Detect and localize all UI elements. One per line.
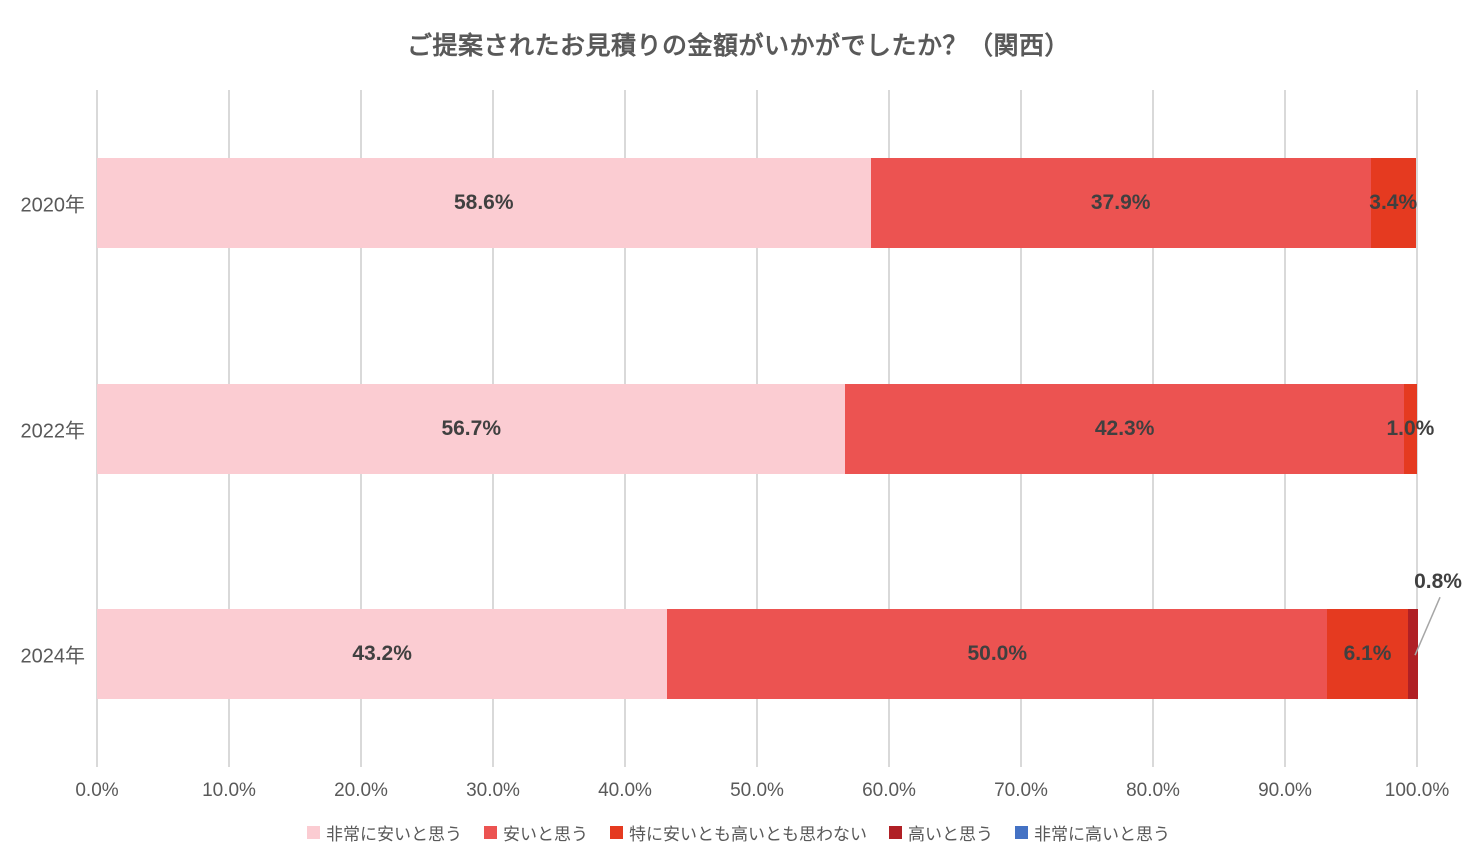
category-label: 2022年 [20, 420, 86, 442]
legend-color-swatch-icon [484, 826, 497, 839]
callout-leader-line [1414, 596, 1441, 656]
data-label: 3.4% [1369, 190, 1418, 214]
x-tick-label: 90.0% [1258, 780, 1312, 801]
legend-item: 非常に安いと思う [307, 820, 462, 845]
bar-segment [97, 609, 668, 700]
x-tick-label: 80.0% [1126, 780, 1180, 801]
legend-color-swatch-icon [307, 826, 320, 839]
bar-segment [1407, 609, 1419, 700]
legend-color-swatch-icon [1015, 826, 1028, 839]
bar-segment [1370, 157, 1416, 248]
bar-segment [1403, 383, 1417, 474]
legend-item: 特に安いとも高いとも思わない [610, 820, 867, 845]
x-tick-label: 30.0% [466, 780, 520, 801]
x-tick-label: 60.0% [862, 780, 916, 801]
data-label: 6.1% [1343, 642, 1392, 666]
data-label: 56.7% [441, 416, 501, 440]
data-label: 42.3% [1094, 416, 1155, 440]
x-tick-label: 100.0% [1384, 780, 1450, 801]
legend-label: 非常に高いと思う [1034, 825, 1170, 844]
bar-segment [845, 383, 1404, 474]
bar-segment [1327, 609, 1408, 700]
gridline [1416, 90, 1418, 767]
data-label: 58.6% [453, 190, 514, 214]
x-tick-label: 0.0% [75, 780, 119, 801]
x-tick-label: 10.0% [202, 780, 256, 801]
legend-item: 非常に高いと思う [1015, 820, 1170, 845]
bar-segment [97, 383, 846, 474]
category-label: 2020年 [20, 194, 86, 217]
legend-label: 特に安いとも高いとも思わない [629, 825, 867, 844]
legend-color-swatch-icon [610, 826, 623, 839]
category-label: 2024年 [20, 645, 86, 668]
x-tick-label: 50.0% [730, 780, 784, 801]
legend-label: 安いと思う [503, 825, 588, 844]
x-tick-label: 70.0% [994, 780, 1048, 801]
data-label: 37.9% [1090, 190, 1151, 214]
legend-item: 安いと思う [484, 820, 588, 845]
plot-area: 58.6% 37.9% 3.4% 56.7% 42.3% 1.0% 43.2% 50.0% 6.… [96, 90, 1462, 767]
legend: 非常に安いと思う 安いと思う 特に安いとも高いとも思わない 高いと思う 非常に高いと思う [0, 820, 1477, 845]
bar-segment [870, 157, 1371, 248]
x-tick-label: 40.0% [598, 780, 652, 801]
x-tick-label: 20.0% [334, 780, 388, 801]
callout-data-label: 0.8% [1414, 570, 1462, 594]
data-label: 1.0% [1386, 416, 1435, 440]
legend-color-swatch-icon [889, 826, 902, 839]
legend-label: 非常に安いと思う [326, 825, 462, 844]
data-label: 43.2% [352, 642, 412, 666]
chart-title: ご提案されたお見積りの金額がいかがでしたか？（関西） [406, 32, 1070, 60]
bar-segment [667, 609, 1328, 700]
legend-item: 高いと思う [889, 820, 993, 845]
bar-segment [97, 157, 871, 248]
legend-label: 高いと思う [908, 825, 993, 844]
data-label: 50.0% [967, 642, 1028, 666]
